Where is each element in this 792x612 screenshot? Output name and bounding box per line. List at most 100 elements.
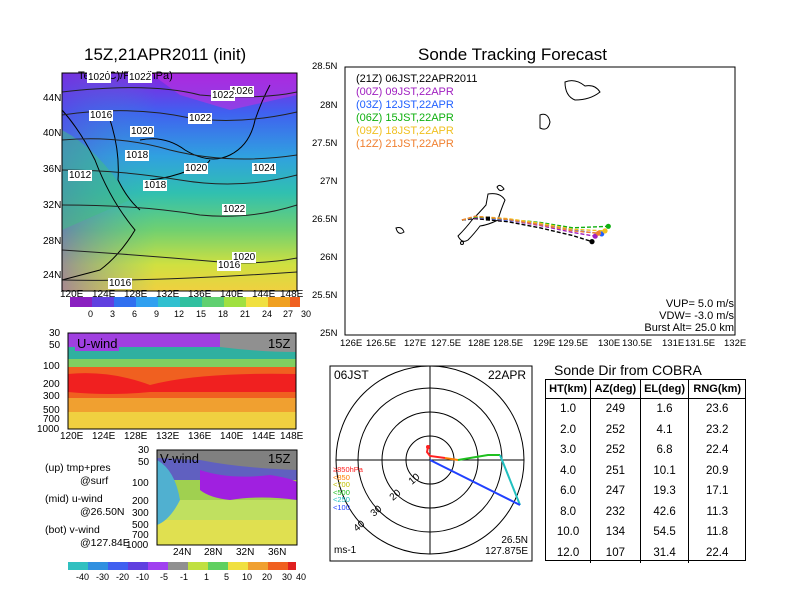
track-lat-tick: 27.5N (312, 138, 338, 149)
track-lon-tick: 127.5E (431, 338, 462, 349)
cell: 251 (590, 460, 641, 481)
v-lat-tick: 24N (173, 547, 192, 558)
u-lon-tick: 136E (188, 431, 212, 442)
u-lon-tick: 132E (156, 431, 180, 442)
launch-site-marker (486, 216, 490, 221)
cell: 23.2 (688, 419, 745, 440)
track-params: VUP= 5.0 m/s VDW= -3.0 m/s Burst Alt= 25… (644, 298, 734, 334)
track-lat-tick: 26N (320, 252, 338, 263)
v-y-tick: 200 (132, 496, 149, 507)
cell: 4.1 (639, 419, 689, 440)
map-lon-tick: 132E (156, 289, 180, 300)
map-title: 15Z,21APR2011 (init) (84, 45, 247, 64)
header-rng: RNG(km) (688, 380, 745, 399)
track-line-series-0 (461, 217, 593, 243)
track-legend: (21Z) 06JST,22APR2011 (00Z) 09JST,22APR … (356, 73, 477, 151)
track-lon-tick: 128.5E (493, 338, 524, 349)
table-row: 6.0 247 19.3 17.1 (546, 481, 745, 502)
colorbar-tick: 12 (174, 309, 185, 319)
colorbar-tick: 24 (262, 309, 273, 319)
header-ht: HT(km) (546, 380, 591, 399)
legend-entry: (00Z) 09JST,22APR (356, 86, 454, 98)
pressure-legend-entry: <850 (333, 472, 350, 482)
track-lon-tick: 131.5E (685, 338, 716, 349)
u-lon-tick: 128E (124, 431, 148, 442)
table-row: 10.0 134 54.5 11.8 (546, 522, 745, 543)
u-wind-label: U-wind (75, 336, 120, 351)
track-lon-tick: 129E (533, 338, 556, 349)
v-lat-tick: 36N (268, 547, 287, 558)
track-line-series-5 (461, 215, 599, 234)
cell: 11.8 (688, 522, 745, 543)
table-title: Sonde Dir from COBRA (554, 362, 702, 378)
table-row: 2.0 252 4.1 23.2 (546, 419, 745, 440)
v-y-tick: 50 (138, 457, 150, 468)
cell: 12.0 (556, 546, 580, 559)
v-y-tick: 300 (132, 508, 149, 519)
track-lat-tick: 28.5N (312, 61, 338, 72)
isobar-label: 1024 (252, 163, 277, 174)
header-az: AZ(deg) (590, 380, 641, 399)
track-lon-tick: 130.5E (622, 338, 653, 349)
cell: 22.4 (688, 440, 745, 461)
wind-colorbar-tick: -1 (180, 572, 189, 582)
wind-colorbar-tick: -10 (136, 572, 150, 582)
cell: 31.4 (639, 542, 689, 563)
map-lon-tick: 144E (252, 289, 276, 300)
v-y-tick: 500 (132, 520, 149, 531)
track-lon-tick: 126.5E (366, 338, 397, 349)
colorbar-tick: 3 (110, 309, 116, 319)
legend-bot: (bot) v-wind (45, 524, 100, 536)
v-y-tick: 30 (138, 445, 150, 456)
pressure-legend-entry: ≥850hPa (333, 465, 363, 474)
burst-alt-value: Burst Alt= 25.0 km (644, 322, 734, 334)
track-line-series-1 (461, 217, 596, 237)
table-row: 8.0 232 42.6 11.3 (546, 501, 745, 522)
v-wind-section (156, 449, 298, 546)
legend-mid: (mid) u-wind (45, 493, 103, 505)
map-lat-tick: 24N (43, 270, 62, 281)
wind-colorbar-tick: 30 (282, 572, 293, 582)
colorbar-tick: 21 (240, 309, 251, 319)
vup-value: VUP= 5.0 m/s (665, 298, 734, 310)
cell: 6.0 (560, 485, 577, 498)
colorbar-tick: 30 (301, 309, 312, 319)
isobar-label: 1020 (130, 126, 155, 137)
colorbar-tick: 0 (88, 309, 94, 319)
wind-colorbar-tick: 1 (204, 572, 210, 582)
cell: 19.3 (639, 481, 689, 502)
isobar-label: 1018 (143, 180, 168, 191)
cell: 20.9 (688, 460, 745, 481)
legend-entry: (03Z) 12JST,22APR (356, 99, 454, 111)
table-header-row: HT(km) AZ(deg) EL(deg) RNG(km) (546, 380, 745, 399)
polar-unit: ms-1 (334, 545, 357, 556)
sonde-table: HT(km) AZ(deg) EL(deg) RNG(km) 1.0 249 1.6… (546, 380, 745, 563)
isobar-label: 1012 (68, 170, 93, 181)
isobar-label: 1016 (89, 110, 114, 121)
colorbar-tick: 15 (196, 309, 207, 319)
cell: 107 (590, 542, 641, 563)
track-endpoint-4 (602, 228, 608, 234)
cell: 23.6 (688, 398, 745, 420)
cell: 1.0 (560, 403, 577, 416)
wind-colorbar-tick: 20 (262, 572, 273, 582)
isobar-label: 1020 (232, 252, 257, 263)
legend-entry: (12Z) 21JST,22APR (356, 138, 454, 150)
u-y-tick: 30 (49, 328, 61, 339)
u-y-tick: 700 (43, 414, 60, 425)
wind-colorbar-tick: 10 (242, 572, 253, 582)
track-lat-tick: 25.5N (312, 290, 338, 301)
colorbar-tick: 6 (132, 309, 138, 319)
legend-mid-2: @26.50N (80, 506, 125, 518)
isobar-label: 1018 (125, 150, 150, 161)
wind-colorbar-tick: -40 (76, 572, 90, 582)
table-row: 12.0 107 31.4 22.4 (546, 542, 745, 563)
wind-colorbar (68, 562, 296, 570)
legend-bot-2: @127.84E (80, 537, 130, 549)
cell: 17.1 (688, 481, 745, 502)
u-lon-tick: 144E (252, 431, 276, 442)
cell: 11.3 (688, 501, 745, 522)
wind-colorbar-tick: 5 (224, 572, 230, 582)
colorbar-tick: 27 (283, 309, 294, 319)
cell: 4.0 (560, 464, 577, 477)
